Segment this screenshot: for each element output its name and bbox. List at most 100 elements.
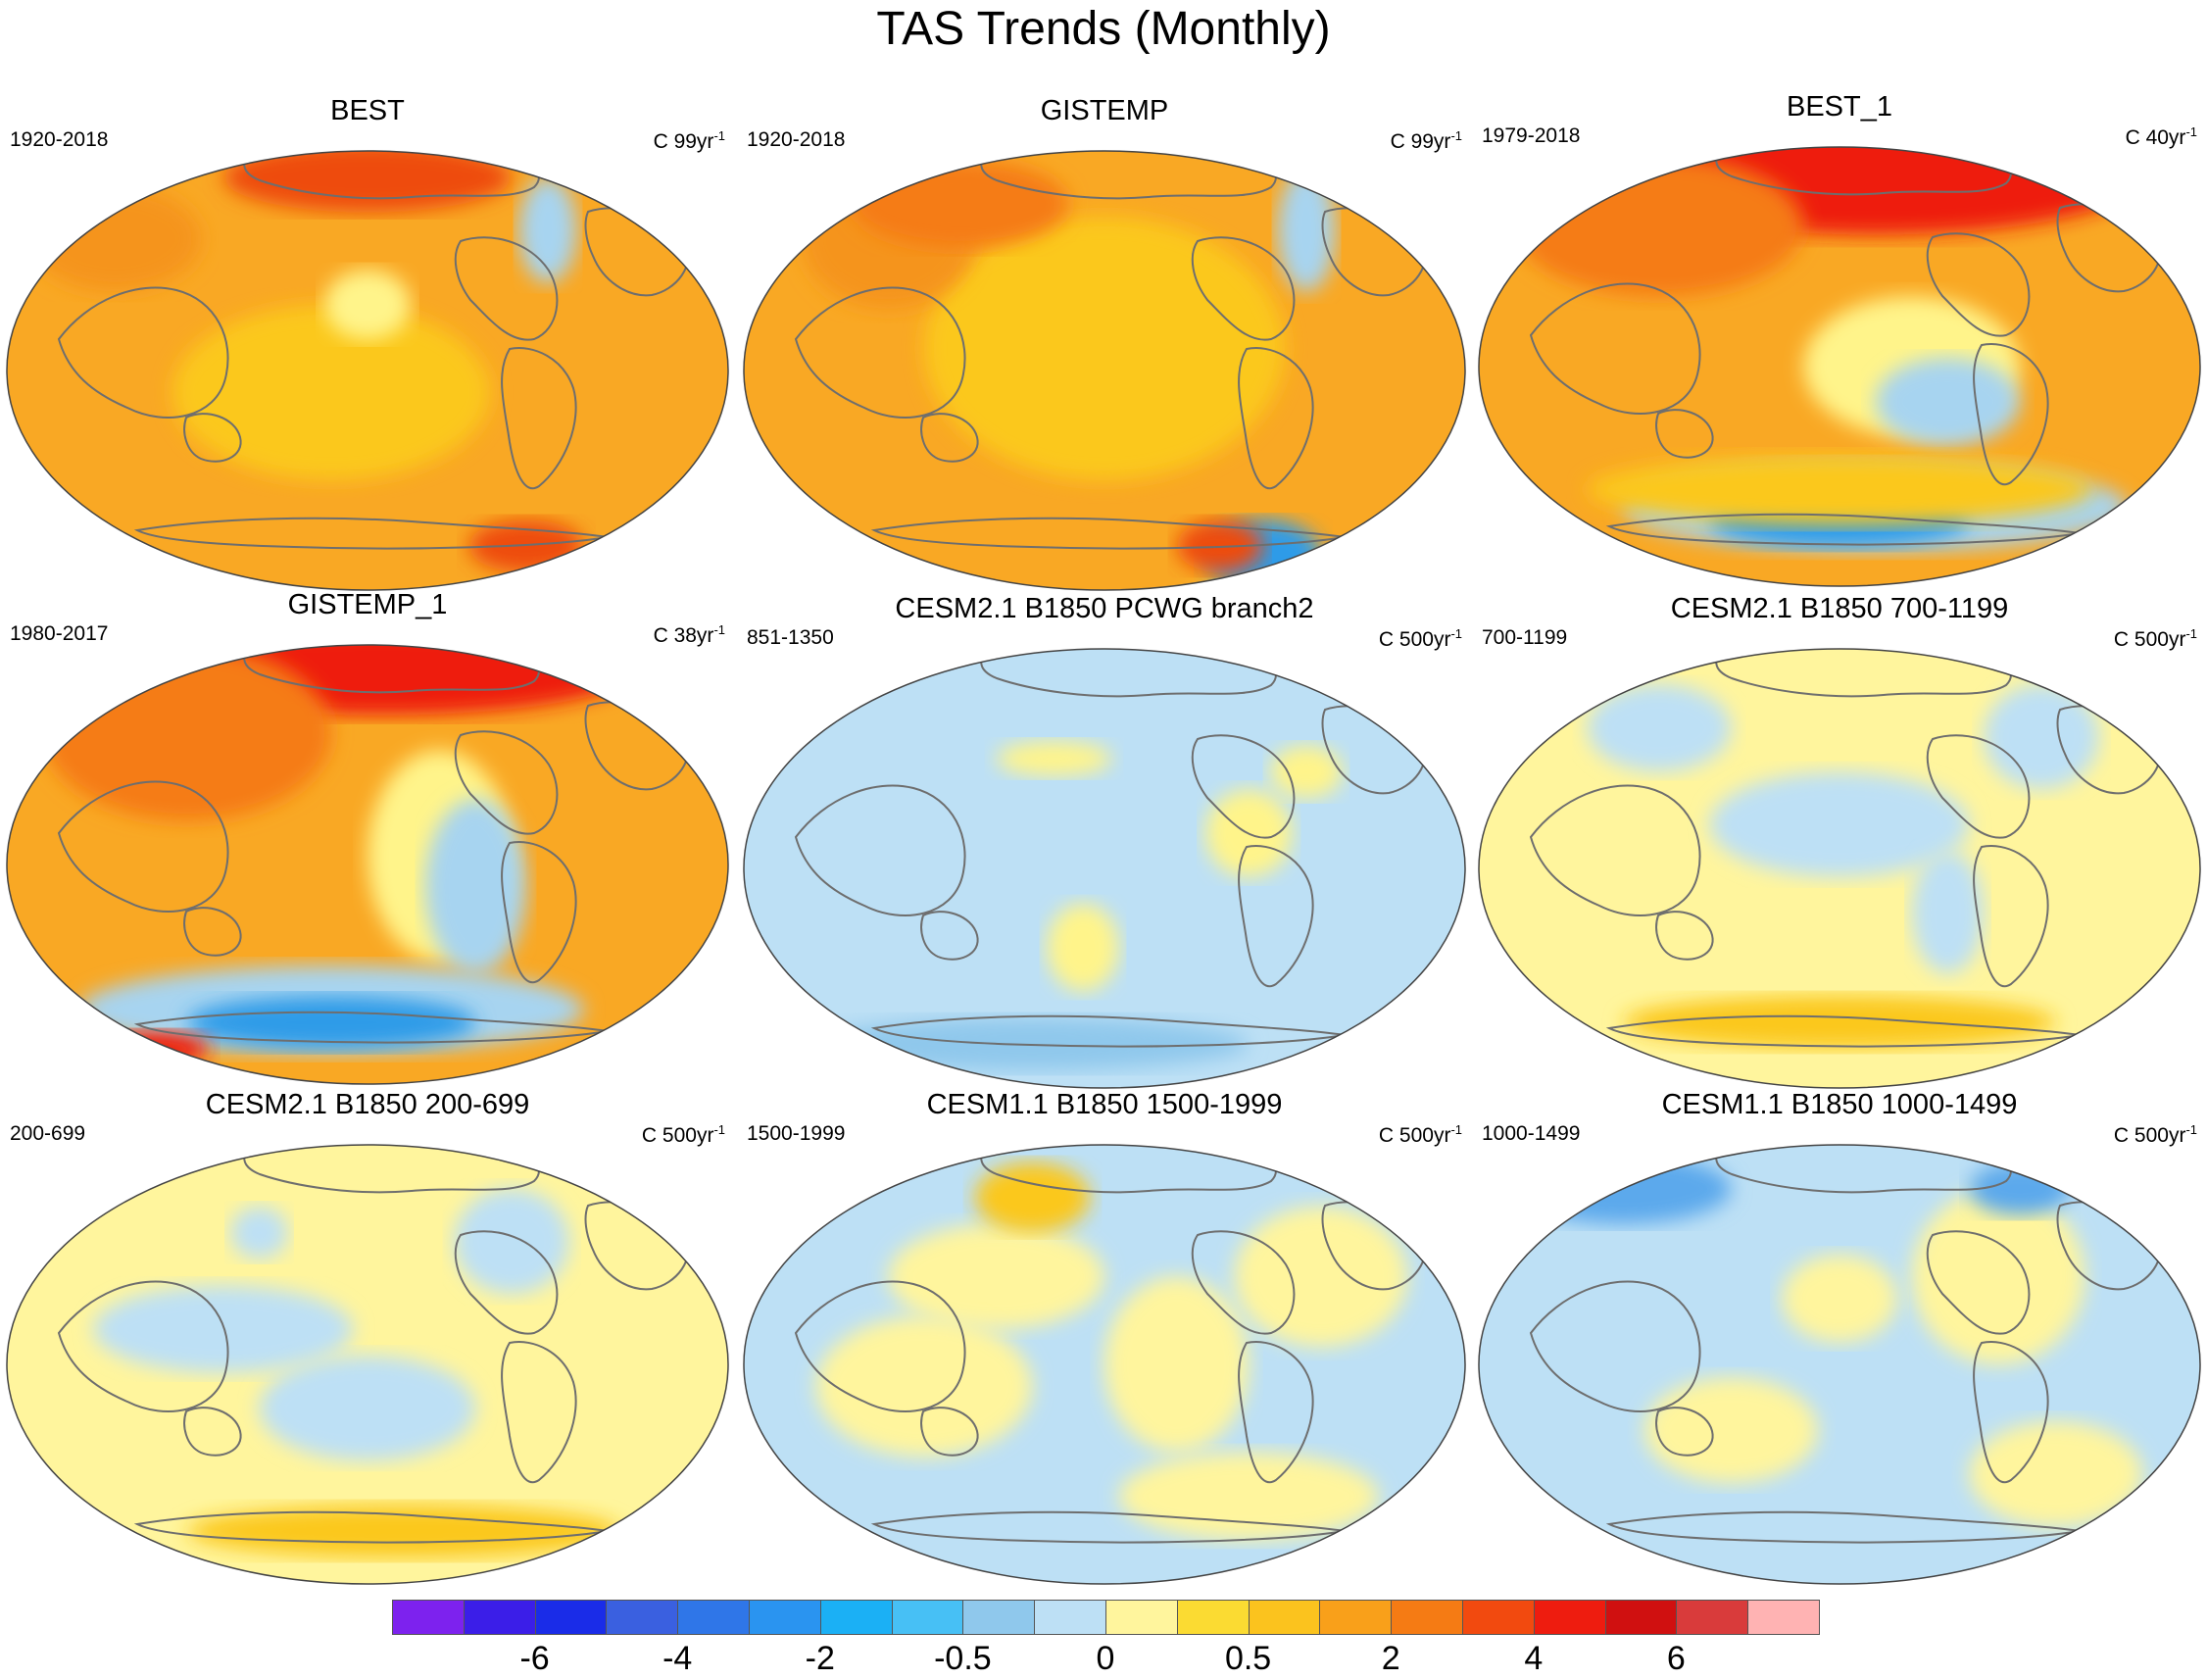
- colorbar-swatch: [1534, 1600, 1606, 1635]
- colorbar-swatch: [1034, 1600, 1106, 1635]
- panel-title: CESM2.1 B1850 PCWG branch2: [737, 592, 1472, 625]
- map-projection: [0, 94, 735, 584]
- units-label: C 99yr-1: [654, 124, 725, 155]
- colorbar-swatch: [1462, 1600, 1535, 1635]
- panel-title: CESM2.1 B1850 200-699: [0, 1088, 735, 1121]
- units-label: C 40yr-1: [2126, 120, 2197, 151]
- map-projection: [737, 592, 1472, 1082]
- panel-best: BEST 1920-2018 C 99yr-1: [0, 94, 735, 584]
- figure-title: TAS Trends (Monthly): [0, 2, 2207, 57]
- colorbar-swatch: [1105, 1600, 1178, 1635]
- period-label: 1920-2018: [10, 127, 108, 153]
- units-text: C: [1379, 628, 1394, 651]
- map-projection: [737, 1088, 1472, 1578]
- colorbar-swatch: [392, 1600, 465, 1635]
- trend-anomaly-region: [260, 1356, 476, 1461]
- colorbar-label: 0.5: [1190, 1639, 1307, 1678]
- trend-text: 500yr: [1399, 1124, 1451, 1147]
- trend-anomaly-region: [93, 1031, 209, 1066]
- colorbar-swatch: [1676, 1600, 1748, 1635]
- colorbar-swatch: [1605, 1600, 1678, 1635]
- trend-anomaly-region: [1587, 455, 2091, 525]
- panel-title: GISTEMP: [737, 94, 1472, 127]
- colorbar-label: 2: [1332, 1639, 1449, 1678]
- colorbar-swatch: [820, 1600, 893, 1635]
- units-label: C 500yr-1: [642, 1117, 725, 1149]
- colorbar: [392, 1600, 1819, 1635]
- trend-anomaly-region: [1912, 1189, 2085, 1364]
- trend-exp: -1: [713, 1122, 725, 1137]
- trend-anomaly-region: [1782, 1255, 1897, 1343]
- period-label: 700-1199: [1482, 625, 1567, 651]
- trend-anomaly-region: [1104, 1276, 1249, 1452]
- trend-exp: -1: [2185, 124, 2197, 139]
- trend-anomaly-region: [1969, 1421, 2142, 1527]
- colorbar-label: -6: [476, 1639, 594, 1678]
- period-label: 1000-1499: [1482, 1121, 1580, 1147]
- panel-gistemp-1: GISTEMP_1 1980-2017 C 38yr-1: [0, 588, 735, 1078]
- colorbar-label: 6: [1617, 1639, 1735, 1678]
- trend-anomaly-region: [1587, 684, 1731, 772]
- trend-anomaly-region: [28, 186, 202, 292]
- trend-exp: -1: [1450, 626, 1462, 641]
- colorbar-label: -4: [618, 1639, 736, 1678]
- period-label: 1979-2018: [1482, 124, 1580, 149]
- panel-title: CESM2.1 B1850 700-1199: [1472, 592, 2207, 625]
- trend-anomaly-region: [888, 1224, 1104, 1330]
- panel-cesm21-pcwg: CESM2.1 B1850 PCWG branch2 851-1350 C 50…: [737, 592, 1472, 1082]
- map-projection: [1472, 1088, 2207, 1578]
- trend-text: 500yr: [2134, 1124, 2186, 1147]
- trend-anomaly-region: [43, 645, 331, 820]
- trend-text: 500yr: [1399, 628, 1451, 651]
- period-label: 1500-1999: [747, 1121, 845, 1147]
- trend-text: 99yr: [674, 130, 714, 153]
- colorbar-swatch: [677, 1600, 750, 1635]
- trend-anomaly-region: [1644, 1377, 1818, 1483]
- period-label: 200-699: [10, 1121, 85, 1147]
- colorbar-label: 4: [1475, 1639, 1593, 1678]
- map-projection: [1472, 90, 2207, 580]
- trend-text: 99yr: [1411, 130, 1451, 153]
- trend-anomaly-region: [1912, 851, 1985, 973]
- units-label: C 500yr-1: [2114, 621, 2197, 653]
- colorbar-swatch: [1391, 1600, 1463, 1635]
- trend-anomaly-region: [223, 142, 512, 213]
- trend-anomaly-region: [454, 1189, 569, 1295]
- trend-anomaly-region: [93, 1285, 353, 1373]
- panel-gistemp: GISTEMP 1920-2018 C 99yr-1: [737, 94, 1472, 584]
- map-projection: [0, 1088, 735, 1578]
- trend-anomaly-region: [997, 741, 1112, 776]
- units-text: C: [1391, 130, 1405, 153]
- units-label: C 99yr-1: [1391, 124, 1462, 155]
- units-text: C: [2114, 1124, 2129, 1147]
- units-text: C: [654, 624, 668, 647]
- colorbar-swatch: [1177, 1600, 1250, 1635]
- units-label: C 500yr-1: [2114, 1117, 2197, 1149]
- trend-anomaly-region: [230, 1207, 288, 1260]
- colorbar-label: 0: [1047, 1639, 1164, 1678]
- trend-exp: -1: [2185, 626, 2197, 641]
- period-label: 1920-2018: [747, 127, 845, 153]
- panel-title: GISTEMP_1: [0, 588, 735, 621]
- colorbar-swatch: [892, 1600, 964, 1635]
- units-label: C 38yr-1: [654, 618, 725, 649]
- panel-cesm11-1500: CESM1.1 B1850 1500-1999 1500-1999 C 500y…: [737, 1088, 1472, 1578]
- trend-exp: -1: [2185, 1122, 2197, 1137]
- trend-anomaly-region: [1270, 746, 1343, 799]
- colorbar-swatch: [962, 1600, 1035, 1635]
- trend-anomaly-region: [519, 177, 577, 283]
- units-text: C: [654, 130, 668, 153]
- trend-exp: -1: [1450, 128, 1462, 143]
- trend-anomaly-region: [1234, 1207, 1407, 1347]
- panel-title: CESM1.1 B1850 1500-1999: [737, 1088, 1472, 1121]
- colorbar-label: -0.5: [904, 1639, 1021, 1678]
- trend-exp: -1: [1450, 1122, 1462, 1137]
- trend-anomaly-region: [852, 160, 1068, 248]
- panel-best-1: BEST_1 1979-2018 C 40yr-1: [1472, 90, 2207, 580]
- colorbar-swatch: [749, 1600, 821, 1635]
- colorbar-swatch: [464, 1600, 536, 1635]
- trend-exp: -1: [713, 128, 725, 143]
- trend-exp: -1: [713, 622, 725, 637]
- panel-cesm11-1000: CESM1.1 B1850 1000-1499 1000-1499 C 500y…: [1472, 1088, 2207, 1578]
- map-projection: [1472, 592, 2207, 1082]
